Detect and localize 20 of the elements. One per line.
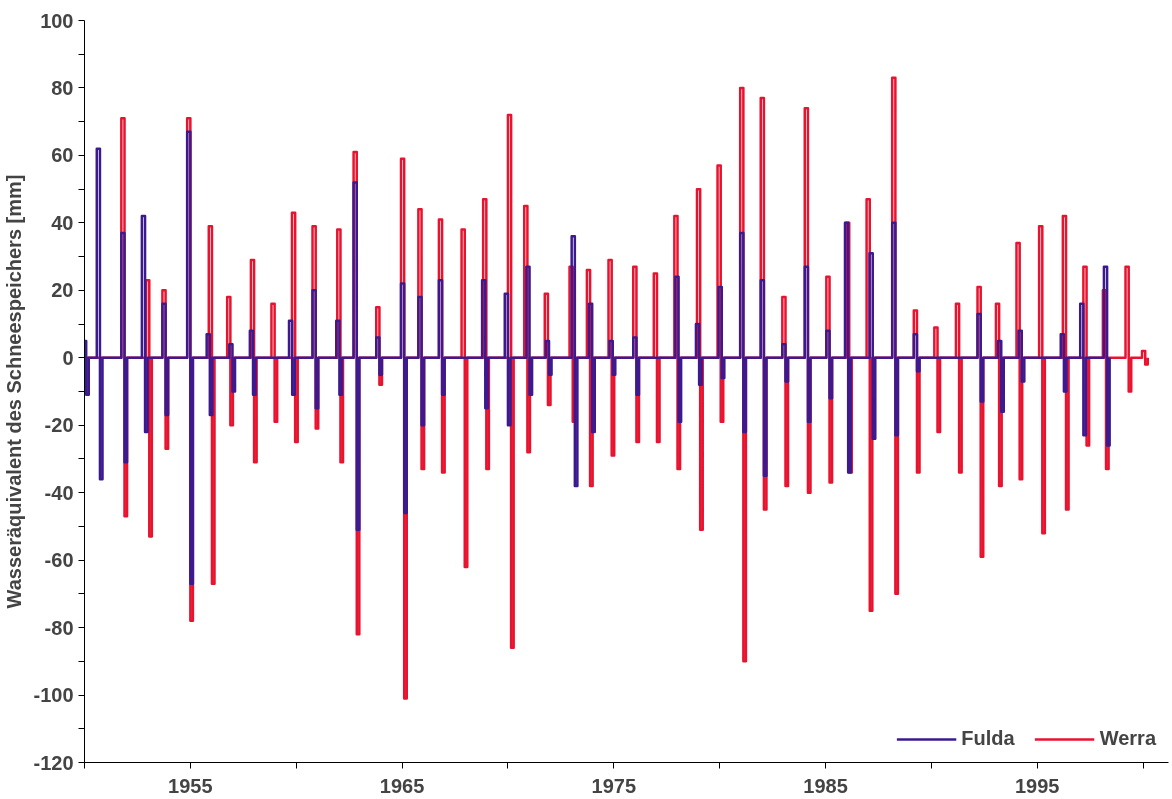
- x-tick-label: 1995: [1014, 774, 1060, 797]
- legend-label: Werra: [1099, 727, 1156, 750]
- y-tick-label: 60: [51, 144, 74, 167]
- y-tick-label: -60: [44, 549, 74, 572]
- y-tick-label: 100: [40, 9, 74, 32]
- legend-label: Fulda: [961, 727, 1015, 750]
- x-tick-label: 1985: [803, 774, 848, 797]
- x-tick-label: 1955: [168, 774, 213, 797]
- x-tick-label: 1975: [591, 774, 637, 797]
- y-axis-title: Wasseräquivalent des Schneespeichers [mm]: [3, 174, 26, 609]
- y-tick-label: 20: [51, 279, 74, 302]
- y-tick-label: -80: [44, 616, 74, 639]
- y-tick-label: -20: [44, 414, 74, 437]
- y-tick-label: -120: [33, 751, 74, 774]
- y-tick-label: 0: [62, 346, 74, 369]
- x-tick-label: 1965: [379, 774, 425, 797]
- y-tick-label: 40: [51, 211, 74, 234]
- y-tick-label: 80: [51, 76, 74, 99]
- y-tick-label: -40: [44, 481, 74, 504]
- y-tick-label: -100: [33, 684, 74, 707]
